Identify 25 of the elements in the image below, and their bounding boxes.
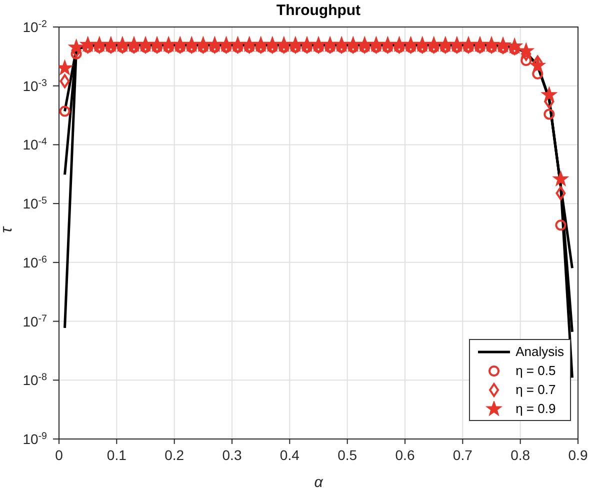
x-tick-label: 0.8 xyxy=(510,447,530,463)
y-tick-label: 10$^{-6}$ xyxy=(22,254,48,270)
y-tick-label: 10$^{-3}$ xyxy=(22,77,48,94)
y-tick-label: 10$^{-4}$ xyxy=(22,136,48,153)
legend-label: η = 0.9 xyxy=(516,401,556,416)
chart-title: Throughput xyxy=(275,2,362,19)
x-tick-label: 0.1 xyxy=(106,447,127,463)
x-tick-label: 0.7 xyxy=(452,447,473,463)
x-tick-label: 0.4 xyxy=(280,447,300,463)
x-tick-label: 0.5 xyxy=(338,447,358,463)
y-tick-label: 10$^{-5}$ xyxy=(22,195,48,212)
y-tick-label: 10$^{-8}$ xyxy=(22,372,48,388)
x-tick-label: 0.2 xyxy=(164,447,184,463)
y-tick-label: 10$^{-9}$ xyxy=(22,430,47,447)
x-tick-label: 0.3 xyxy=(222,447,242,463)
x-axis-title: α xyxy=(314,474,324,491)
y-tick-label: 10$^{-2}$ xyxy=(22,18,47,35)
x-tick-label: 0.9 xyxy=(568,447,588,463)
legend-label: η = 0.7 xyxy=(516,382,556,397)
y-axis-title: τ xyxy=(0,226,16,233)
legend-label: Analysis xyxy=(516,344,564,359)
x-tick-label: 0 xyxy=(55,447,64,463)
x-tick-label: 0.6 xyxy=(395,447,415,463)
legend-label: η = 0.5 xyxy=(516,363,556,378)
y-tick-label: 10$^{-7}$ xyxy=(22,312,47,330)
